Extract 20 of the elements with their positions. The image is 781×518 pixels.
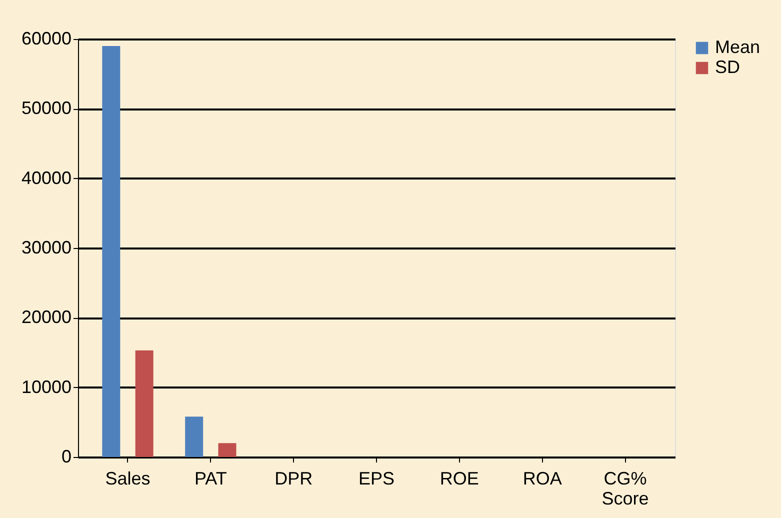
y-tick-label: 20000: [21, 307, 72, 328]
bar: [135, 350, 154, 457]
bar: [102, 46, 120, 457]
y-tick-label: 10000: [21, 376, 72, 397]
y-tick-label: 0: [61, 446, 72, 466]
legend-label: Mean: [715, 37, 760, 57]
y-tick-label: 60000: [21, 28, 72, 48]
legend-label: SD: [715, 57, 740, 77]
x-tick-label: PAT: [194, 468, 227, 488]
bar: [218, 443, 236, 457]
x-tick-label: DPR: [274, 468, 313, 488]
y-tick-label: 50000: [21, 98, 72, 118]
x-tick-label: ROE: [440, 468, 479, 488]
bar: [185, 416, 204, 457]
x-tick-label: EPS: [358, 468, 395, 488]
y-tick-label: 30000: [21, 238, 72, 258]
y-tick-label: 40000: [21, 168, 72, 188]
x-tick-label: ROA: [522, 468, 562, 488]
x-tick-label: Sales: [105, 468, 150, 488]
x-tick-label: CG% Score: [602, 468, 649, 508]
